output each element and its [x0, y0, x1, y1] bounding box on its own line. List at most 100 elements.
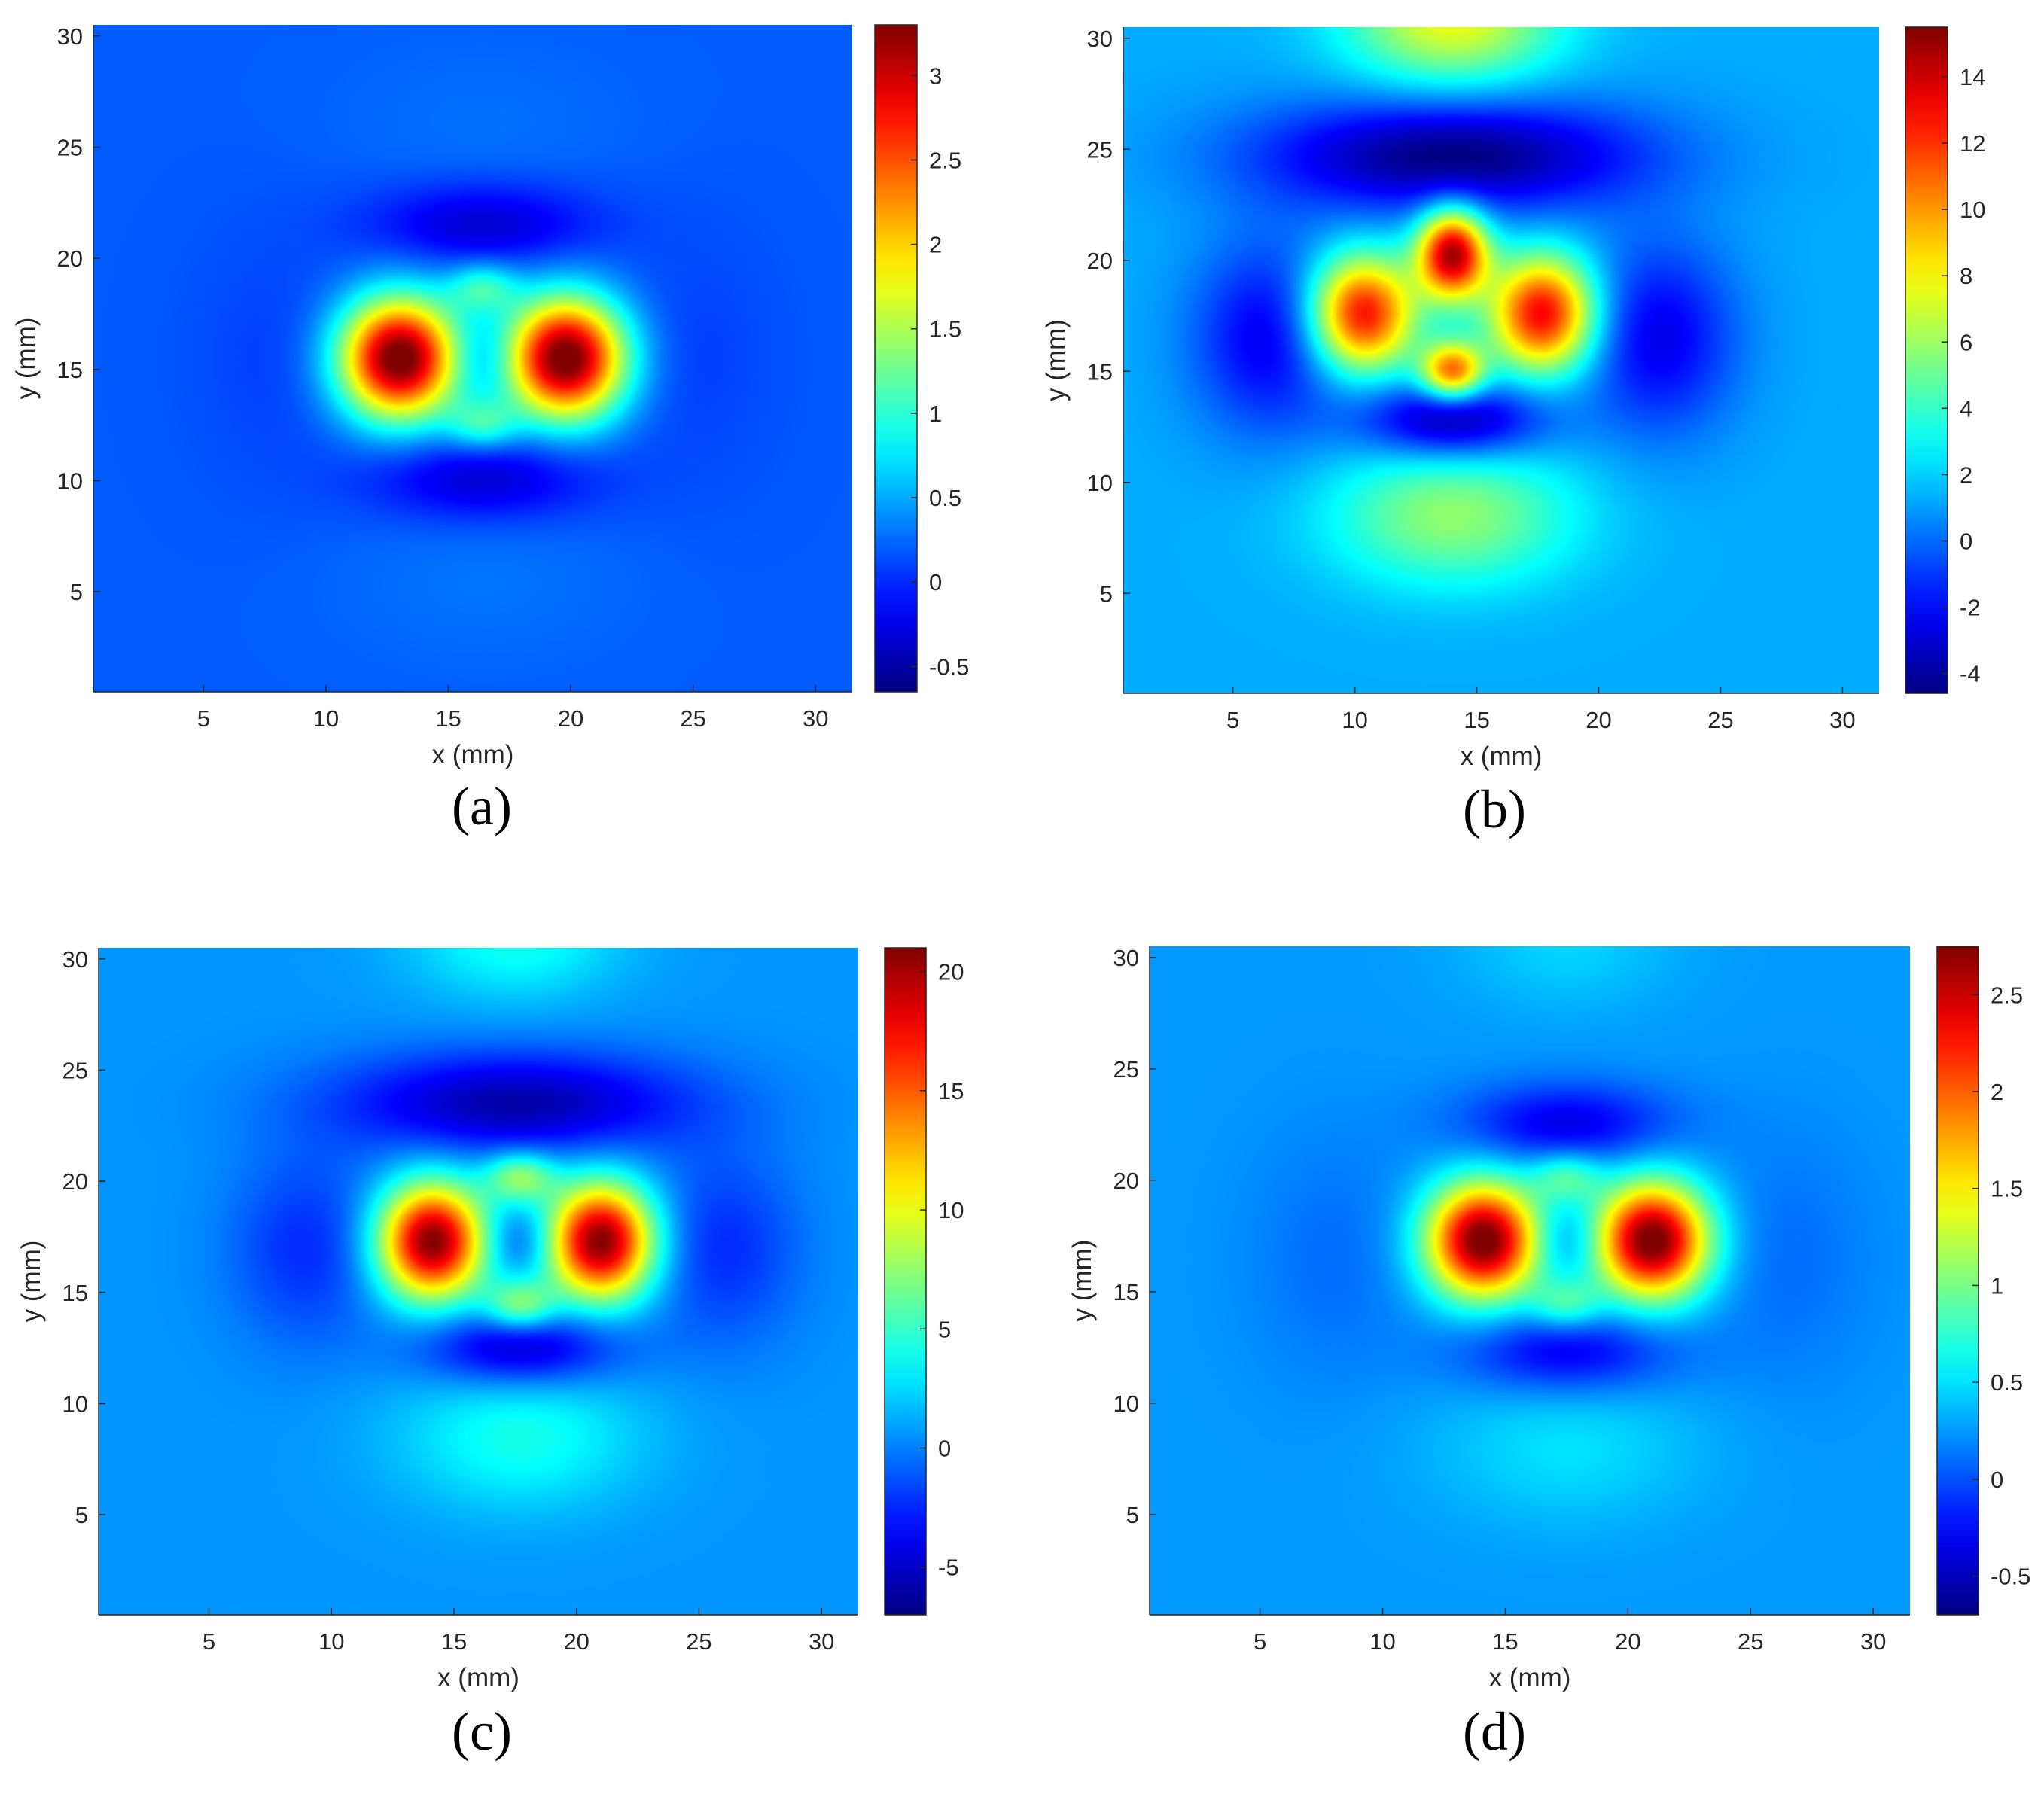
panel-c: 5 10 15 20 25 30 5 10 15 20 25 30 x (mm) y (mm) -5 0 5 10… — [17, 946, 964, 1762]
colorbar — [1936, 946, 1979, 1616]
x-tick-label: 25 — [680, 705, 705, 732]
heatmap-image — [1150, 946, 1910, 1615]
y-tick-label: 5 — [1100, 580, 1113, 607]
heatmap-image — [93, 25, 852, 692]
colorbar-tick-label: -0.5 — [929, 653, 969, 680]
y-tick-label: 15 — [57, 357, 83, 383]
y-tick-label: 30 — [57, 23, 83, 50]
y-axis-label: y (mm) — [1068, 1240, 1097, 1322]
colorbar-tick-label: 0.5 — [1991, 1369, 2023, 1396]
colorbar-tick-label: 15 — [938, 1078, 964, 1104]
colorbar-tick-label: -0.5 — [1991, 1564, 2030, 1590]
colorbar-tick-label: 14 — [1960, 64, 1985, 90]
x-tick-label: 15 — [1492, 1628, 1518, 1655]
y-tick-label: 30 — [1113, 945, 1139, 971]
x-tick-label: 20 — [558, 705, 583, 732]
y-tick-label: 30 — [1087, 26, 1113, 52]
panel-d: 5 10 15 20 25 30 5 10 15 20 25 30 x (mm) y (mm) -0.5 0 0… — [1068, 945, 2030, 1762]
x-tick-label: 25 — [1738, 1628, 1763, 1655]
colorbar-tick-label: -2 — [1960, 595, 1981, 621]
colorbar-tick-label: 6 — [1960, 329, 1972, 355]
x-tick-label: 30 — [809, 1628, 834, 1655]
x-tick-label: 5 — [1226, 707, 1239, 733]
y-axis-label: y (mm) — [11, 318, 41, 400]
x-tick-label: 10 — [1342, 707, 1367, 733]
panel-caption: (d) — [1463, 1701, 1526, 1762]
colorbar-tick-label: 2.5 — [929, 147, 961, 173]
y-tick-label: 20 — [1113, 1168, 1139, 1194]
y-tick-label: 15 — [1113, 1279, 1139, 1305]
y-axis-label: y (mm) — [17, 1241, 46, 1323]
x-tick-label: 20 — [1586, 707, 1611, 733]
x-axis-label: x (mm) — [437, 1663, 519, 1692]
y-tick-label: 5 — [1126, 1502, 1139, 1528]
y-tick-label: 15 — [62, 1280, 88, 1306]
x-tick-label: 15 — [1464, 707, 1489, 733]
colorbar-tick-label: 1.5 — [929, 316, 961, 343]
colorbar-tick-label: 20 — [938, 959, 964, 985]
y-tick-label: 10 — [1087, 470, 1113, 496]
colorbar-tick-label: 10 — [938, 1197, 964, 1223]
panel-caption: (c) — [452, 1701, 512, 1762]
colorbar-tick-label: 0 — [938, 1436, 951, 1462]
x-tick-label: 25 — [686, 1628, 711, 1655]
y-tick-label: 20 — [1087, 248, 1113, 274]
x-tick-label: 5 — [1254, 1628, 1266, 1655]
colorbar-tick-label: 0.5 — [929, 485, 961, 511]
heatmap-image — [99, 948, 858, 1615]
x-tick-label: 10 — [318, 1628, 344, 1655]
y-axis-label: y (mm) — [1041, 319, 1071, 401]
y-tick-label: 10 — [57, 468, 83, 494]
x-tick-label: 10 — [1369, 1628, 1395, 1655]
y-tick-label: 10 — [62, 1390, 88, 1417]
x-tick-label: 5 — [203, 1628, 215, 1655]
colorbar — [884, 947, 927, 1616]
x-axis-label: x (mm) — [1461, 742, 1543, 771]
colorbar-tick-label: 1 — [1991, 1272, 2003, 1299]
colorbar — [1905, 26, 1948, 694]
x-tick-label: 30 — [1860, 1628, 1886, 1655]
colorbar-tick-label: 1 — [929, 401, 942, 427]
colorbar-tick-label: 5 — [938, 1316, 951, 1342]
colorbar-tick-label: 0 — [1960, 528, 1972, 554]
x-tick-label: 5 — [197, 705, 210, 732]
y-tick-label: 5 — [70, 579, 83, 605]
y-tick-label: 20 — [57, 245, 83, 272]
y-tick-label: 10 — [1113, 1390, 1139, 1417]
colorbar-tick-label: 0 — [929, 569, 942, 595]
x-tick-label: 15 — [435, 705, 461, 732]
panel-a: 5 10 15 20 25 30 5 10 15 20 25 30 x (mm) y (mm) -0.5 0 0… — [11, 23, 969, 836]
y-tick-label: 25 — [1087, 136, 1113, 163]
colorbar — [874, 24, 918, 693]
colorbar-tick-label: 2 — [1960, 461, 1972, 488]
panel-caption: (a) — [452, 776, 512, 836]
x-tick-label: 20 — [1615, 1628, 1640, 1655]
y-tick-label: 30 — [62, 946, 88, 973]
heatmap-image — [1123, 27, 1879, 693]
panel-caption: (b) — [1463, 779, 1526, 839]
colorbar-tick-label: 8 — [1960, 263, 1972, 289]
colorbar-tick-label: 1.5 — [1991, 1176, 2023, 1202]
y-tick-label: 25 — [1113, 1056, 1139, 1083]
x-tick-label: 30 — [803, 705, 828, 732]
x-tick-label: 25 — [1707, 707, 1733, 733]
x-axis-label: x (mm) — [432, 740, 514, 769]
colorbar-tick-label: 3 — [929, 62, 942, 89]
colorbar-tick-label: -5 — [938, 1555, 959, 1581]
x-tick-label: 30 — [1829, 707, 1855, 733]
colorbar-tick-label: 2 — [1991, 1079, 2003, 1105]
y-tick-label: 25 — [62, 1057, 88, 1083]
x-tick-label: 10 — [313, 705, 339, 732]
x-tick-label: 15 — [441, 1628, 467, 1655]
colorbar-tick-label: 4 — [1960, 395, 1972, 422]
colorbar-tick-label: 2 — [929, 232, 942, 258]
x-axis-label: x (mm) — [1489, 1663, 1571, 1692]
colorbar-tick-label: 0 — [1991, 1467, 2003, 1493]
x-tick-label: 20 — [563, 1628, 589, 1655]
y-tick-label: 15 — [1087, 358, 1113, 385]
y-tick-label: 25 — [57, 134, 83, 160]
colorbar-tick-label: 12 — [1960, 130, 1985, 157]
colorbar-tick-label: 10 — [1960, 196, 1985, 223]
y-tick-label: 5 — [75, 1502, 88, 1528]
colorbar-tick-label: 2.5 — [1991, 982, 2023, 1008]
